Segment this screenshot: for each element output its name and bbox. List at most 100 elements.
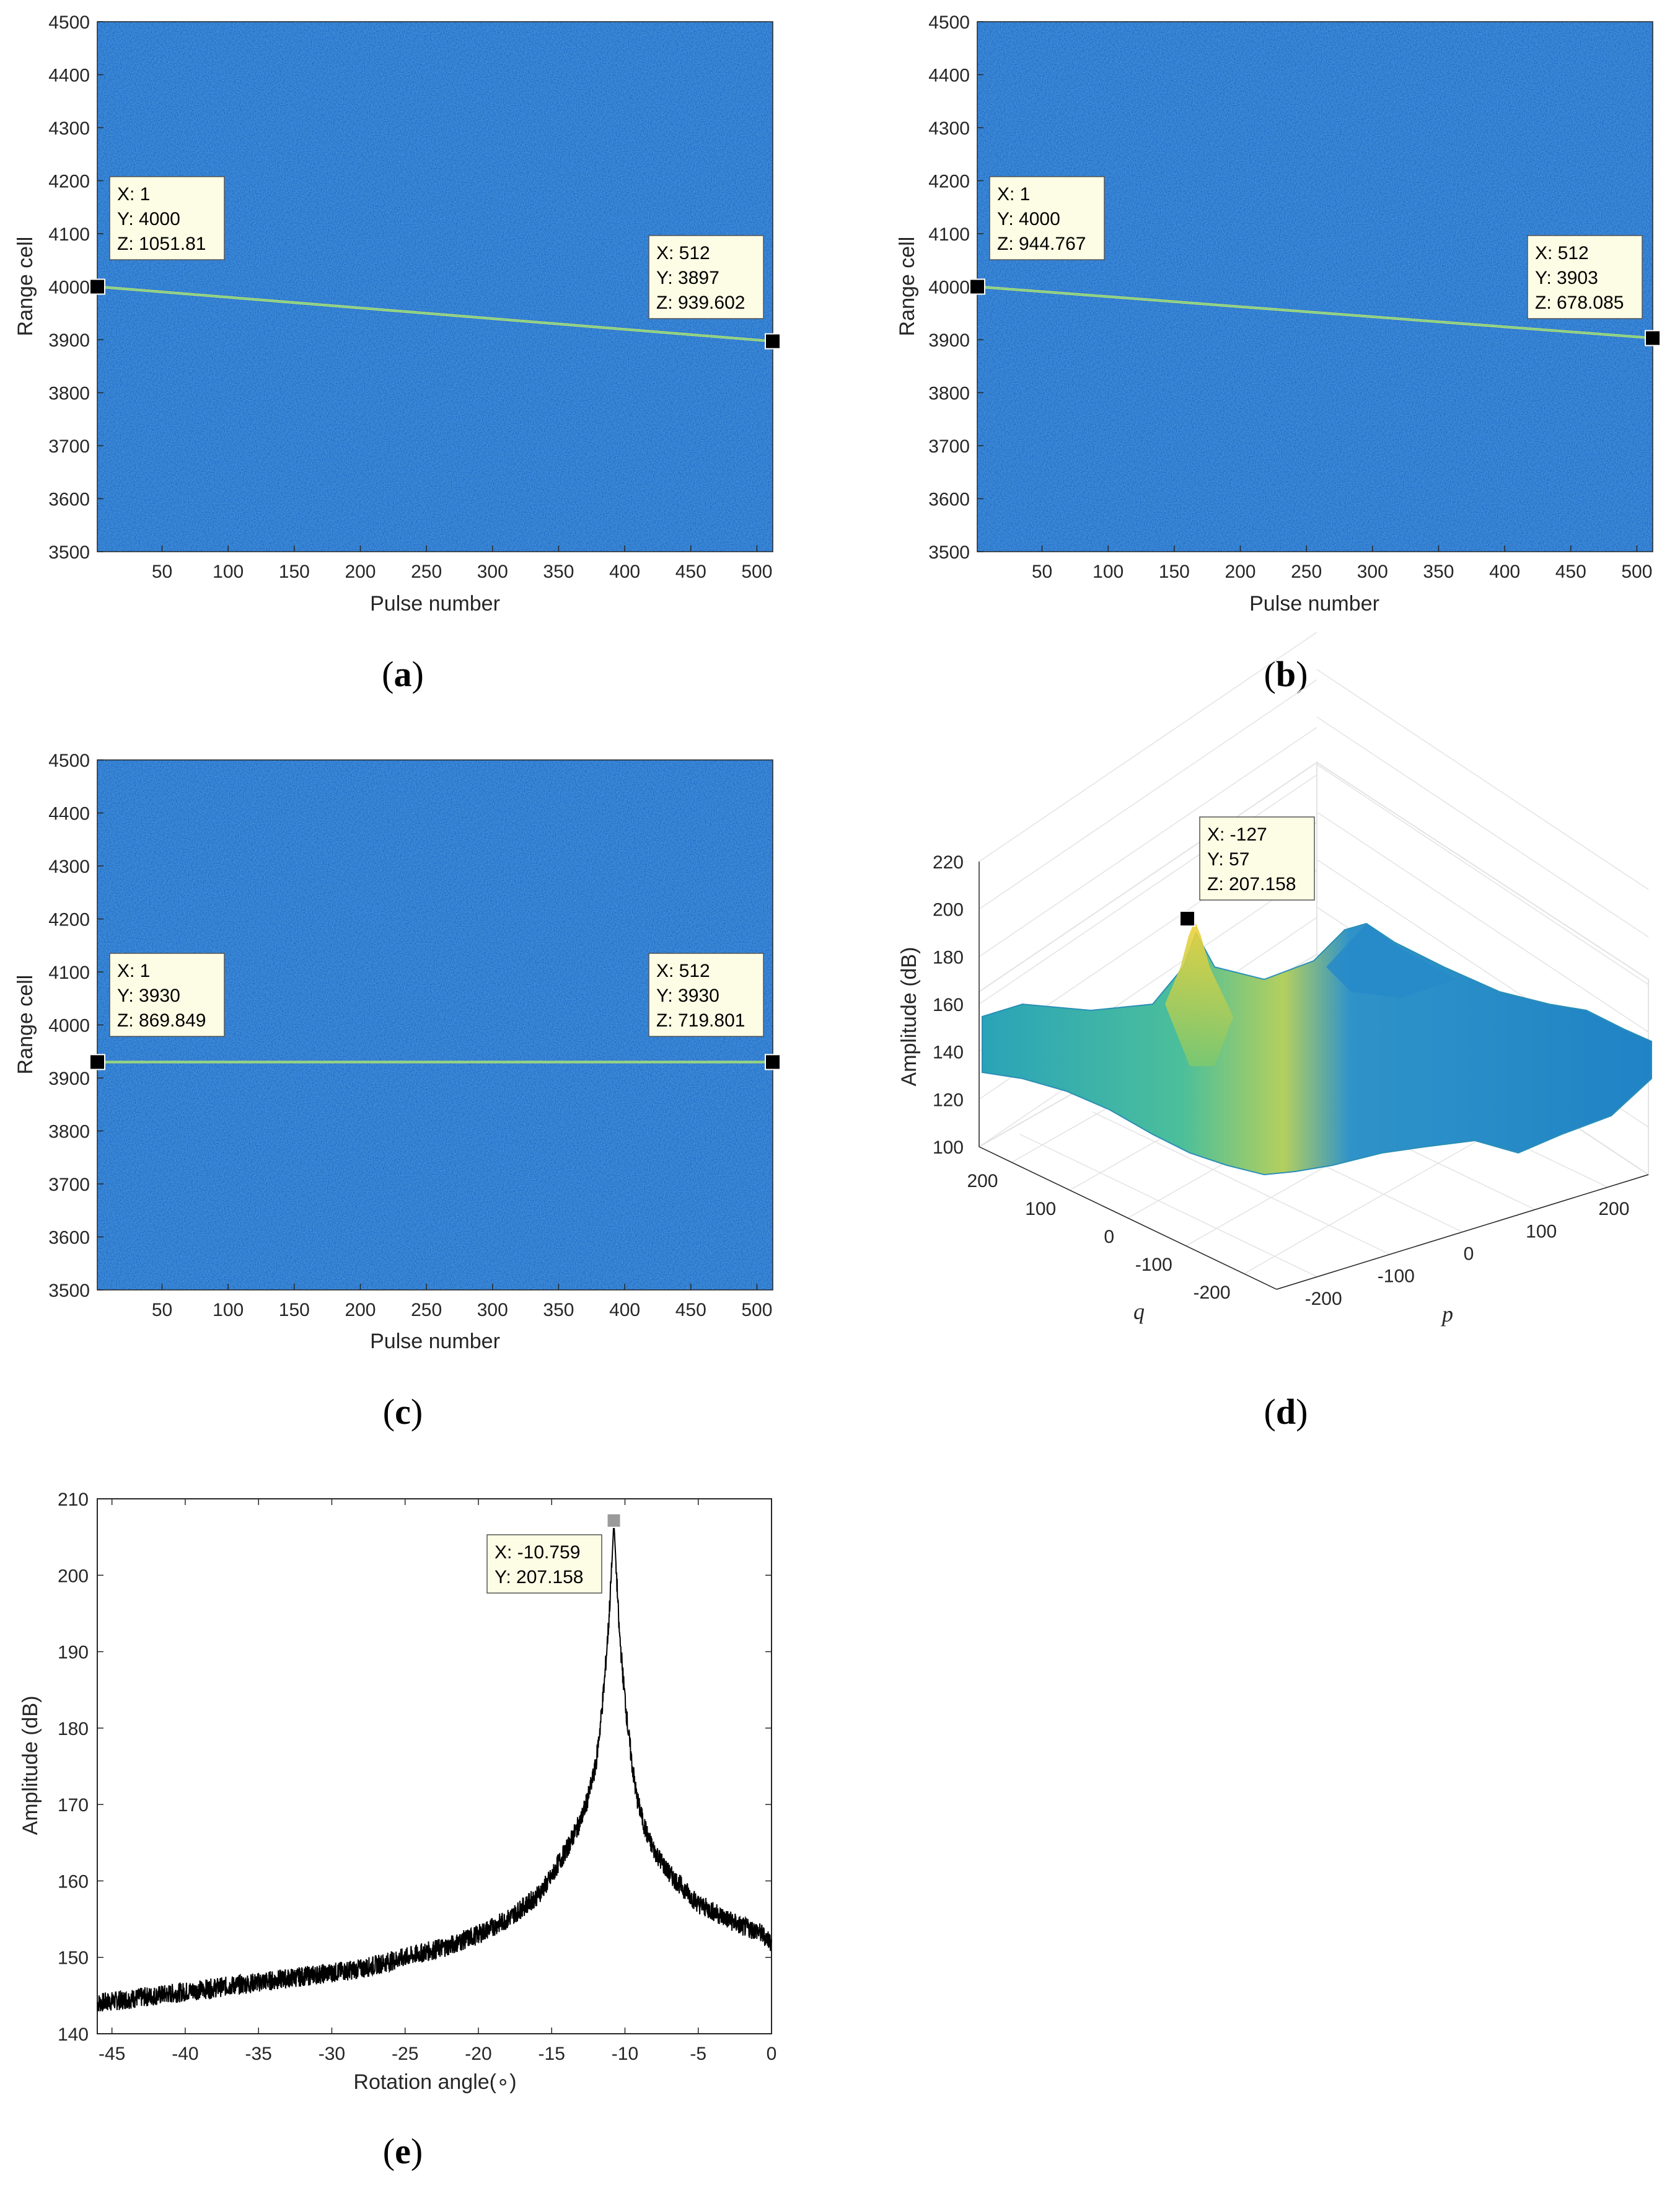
y-tick-label: 3600 [48,490,90,510]
datatip-d-1: X: -127 Y: 57 Z: 207.158 [1199,816,1315,901]
y-tick-label: 3800 [48,1122,90,1142]
datatip-c-1-box [109,953,225,1037]
y-tick-label: 4000 [48,278,90,298]
y-tick-label: 140 [58,2024,89,2045]
y-tick-label: 150 [58,1948,89,1969]
y-tick-label: 4500 [48,751,90,771]
datatip-a-1-line: Z: 1051.81 [117,234,206,254]
x-tick-label: -35 [245,2044,271,2064]
z-grid-line [979,726,1317,957]
y-tick-label: 4400 [48,66,90,86]
p-axis-line [1276,1174,1649,1290]
datatip-e-1-line: X: -10.759 [495,1542,580,1563]
datatip-b-2-box [1527,235,1643,319]
y-tick-label: 4400 [48,804,90,824]
axes-b: 50 100 150 200 250 300 350 400 450 500 3500 3600 370… [928,12,1661,582]
p-grid-line [1019,1134,1317,1278]
z-tick-label: 100 [933,1137,964,1158]
y-tick-label: 4300 [928,118,970,139]
datatip-b-1-box [989,176,1105,260]
datatip-d-1-line: Z: 207.158 [1207,874,1296,894]
y-tick-label: 4500 [48,12,90,33]
q-tick-label: 100 [1025,1199,1056,1219]
q-axis-line [979,1146,1277,1290]
x-tick-label: 450 [675,562,706,582]
ylabel-a: Range cell [14,237,37,337]
datatip-c-2: X: 512 Y: 3930 Z: 719.801 [648,953,764,1037]
x-tick-label: 400 [1489,562,1520,582]
datatip-a-2: X: 512 Y: 3897 Z: 939.602 [648,235,764,319]
x-tick-label: 500 [741,562,772,582]
x-tick-label: 100 [213,1300,244,1320]
p-tick-label: -200 [1305,1289,1342,1309]
datatip-marker [89,278,105,295]
y-tick-label: 4500 [928,12,970,33]
y-tick-label: 170 [58,1795,89,1816]
y-tick-label: 3600 [48,1228,90,1248]
y-tick-label: 3700 [48,436,90,457]
datatip-c-2-line: X: 512 [656,961,710,981]
z-grid-line [1316,669,1649,890]
q-tick-label: -100 [1135,1255,1172,1275]
x-tick-label: -10 [612,2044,638,2064]
x-tick-label: 350 [1423,562,1454,582]
datatip-b-1-line: Y: 4000 [997,209,1060,229]
x-tick-label: 300 [477,562,508,582]
y-tick-label: 4100 [928,224,970,245]
y-tick-label: 160 [58,1871,89,1892]
datatip-d-1-line: Y: 57 [1207,849,1249,870]
x-tick-label: 350 [543,562,574,582]
surface-body [982,922,1652,1176]
z-tick-label: 120 [933,1090,964,1110]
datatip-e-1: X: -10.759 Y: 207.158 [486,1534,602,1594]
x-tick-label: 450 [675,1300,706,1320]
panel-a: 50 100 150 200 250 300 350 400 450 500 3500 3600 370… [14,12,781,694]
y-tick-label: 210 [58,1490,89,1510]
y-tick-label: 3800 [928,384,970,404]
z-tick-label: 180 [933,947,964,968]
y-tick-label: 3900 [928,330,970,351]
x-tick-label: 250 [411,562,442,582]
xlabel-a: Pulse number [370,592,500,616]
plabel-d: p [1440,1302,1453,1326]
datatip-c-1-line: Y: 3930 [117,986,180,1006]
caption-c: (c) [383,1392,423,1432]
xlabel-c: Pulse number [370,1330,500,1353]
y-tick-label: 190 [58,1643,89,1663]
datatip-e-1-line: Y: 207.158 [495,1567,583,1587]
datatip-a-1-line: X: 1 [117,184,150,205]
x-tick-label: 100 [1093,562,1124,582]
datatip-a-1-box [109,176,225,260]
ylabel-e: Amplitude (dB) [19,1696,42,1835]
axes-d: 100120140160180200220-200-1000100200-200… [933,816,1649,1309]
x-tick-label: 250 [411,1300,442,1320]
x-tick-label: -30 [319,2044,345,2064]
y-tick-label: 4200 [48,172,90,192]
datatip-b-1-line: Z: 944.767 [997,234,1086,254]
datatip-c-2-line: Y: 3930 [656,986,719,1006]
y-tick-label: 3500 [48,542,90,563]
y-tick-label: 3700 [48,1175,90,1195]
panel-c: 50 100 150 200 250 300 350 400 450 500 3500 3600 370… [14,751,781,1432]
surface-ridge-right [1326,924,1456,998]
datatip-marker [969,278,985,295]
x-tick-label: 150 [279,1300,310,1320]
datatip-marker [1179,911,1195,927]
xlabel-e: Rotation angle(∘) [353,2070,516,2094]
datatip-c-2-line: Z: 719.801 [656,1010,745,1031]
x-tick-label: -20 [465,2044,491,2064]
datatip-marker [765,1054,781,1070]
datatip-e-1-box [486,1534,602,1594]
series-line [97,1520,772,2012]
z-grid-line [979,632,1317,862]
z-grid-line [979,774,1317,1005]
x-tick-label: 300 [1357,562,1388,582]
x-tick-label: 200 [1225,562,1256,582]
y-tick-label: 4300 [48,118,90,139]
y-tick-label: 4000 [928,278,970,298]
datatip-marker [765,333,781,350]
panel-e: -45 -40 -35 -30 -25 -20 -15 -10 -5 0 140 150 160 170 1… [19,1490,776,2171]
panel-d: 100120140160180200220-200-1000100200-200… [897,632,1652,1432]
z-grid-line [979,679,1317,910]
